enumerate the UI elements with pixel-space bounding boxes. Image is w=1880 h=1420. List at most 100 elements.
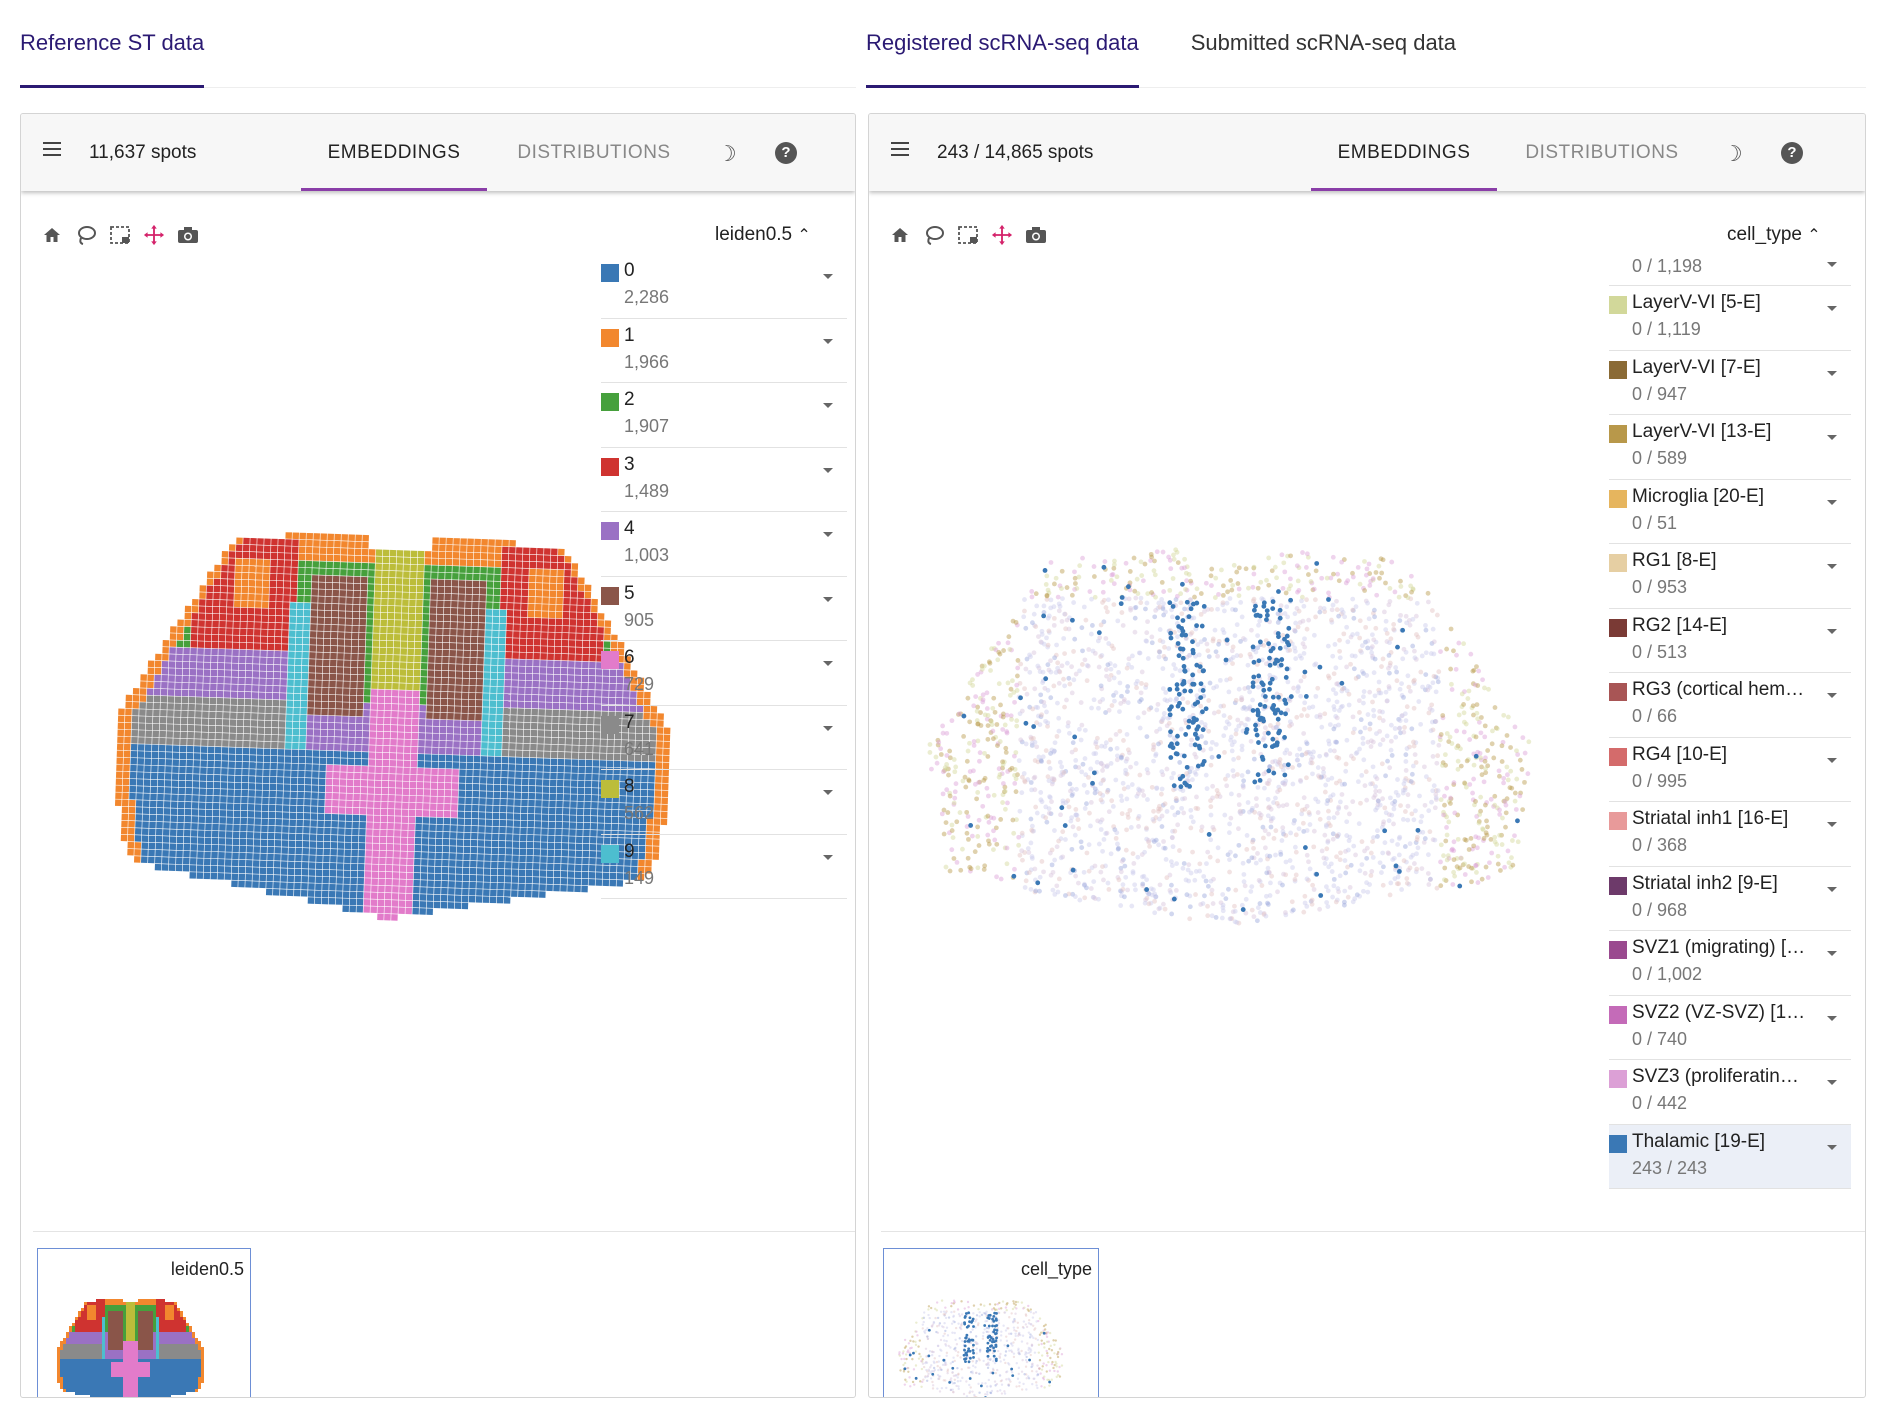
legend-item[interactable]: 6 729 bbox=[601, 641, 847, 706]
spot bbox=[189, 1371, 192, 1374]
spot bbox=[437, 579, 445, 587]
legend-item[interactable]: 2 1,907 bbox=[601, 383, 847, 448]
spot bbox=[500, 798, 507, 806]
caret-down-icon[interactable] bbox=[823, 725, 833, 731]
spot bbox=[396, 571, 403, 578]
spot bbox=[189, 675, 196, 683]
legend-item[interactable]: 1 1,966 bbox=[601, 319, 847, 383]
spot bbox=[147, 1353, 150, 1356]
spot bbox=[405, 900, 413, 908]
spot bbox=[443, 614, 451, 622]
caret-down-icon[interactable] bbox=[823, 338, 833, 344]
spot bbox=[162, 639, 170, 647]
legend-item[interactable]: 5 905 bbox=[601, 577, 847, 641]
legend-item[interactable]: 4 1,003 bbox=[601, 512, 847, 577]
legend-item[interactable]: 8 562 bbox=[601, 770, 847, 835]
spatial-scatter-plot[interactable] bbox=[91, 474, 811, 1074]
legend-item[interactable]: 0 2,286 bbox=[601, 254, 847, 319]
spot bbox=[141, 1389, 144, 1392]
spot bbox=[479, 588, 487, 595]
lasso-icon[interactable] bbox=[75, 224, 97, 246]
menu-icon[interactable] bbox=[43, 142, 61, 156]
caret-down-icon[interactable] bbox=[823, 467, 833, 473]
legend-item[interactable]: 7 641 bbox=[601, 706, 847, 770]
spot bbox=[60, 1365, 63, 1368]
spot bbox=[197, 837, 205, 844]
caret-down-icon[interactable] bbox=[823, 403, 833, 408]
spot bbox=[108, 1299, 111, 1302]
spot bbox=[434, 873, 442, 881]
spot bbox=[334, 723, 342, 730]
spot bbox=[129, 1362, 132, 1365]
spot bbox=[195, 1374, 198, 1377]
spot bbox=[582, 843, 590, 851]
spot bbox=[357, 877, 365, 885]
legend-item[interactable]: 9 149 bbox=[601, 835, 847, 899]
legend-item[interactable]: 3 1,489 bbox=[601, 448, 847, 512]
embedding-thumbnail[interactable]: leiden0.5 bbox=[37, 1248, 251, 1397]
tab-reference-st-data[interactable]: Reference ST data bbox=[20, 0, 205, 88]
camera-icon[interactable] bbox=[177, 224, 199, 246]
spot bbox=[465, 601, 472, 609]
spot bbox=[604, 634, 611, 642]
spot bbox=[60, 1359, 63, 1362]
moon-icon[interactable]: ☽ bbox=[717, 141, 737, 166]
spot bbox=[150, 1305, 153, 1308]
spot bbox=[351, 646, 359, 654]
spot bbox=[342, 702, 350, 709]
legend-title[interactable]: leiden0.5 ⌃ bbox=[715, 224, 811, 246]
spot bbox=[409, 781, 417, 789]
spot bbox=[239, 845, 247, 853]
spot bbox=[78, 1311, 81, 1314]
spot bbox=[363, 703, 371, 710]
spot bbox=[241, 572, 249, 580]
caret-down-icon[interactable] bbox=[823, 532, 833, 537]
spot bbox=[272, 692, 280, 700]
spot bbox=[381, 591, 389, 599]
tab-registered-scrna-seq[interactable]: Registered scRNA-seq data bbox=[866, 0, 1139, 88]
spot bbox=[87, 1365, 90, 1368]
spot bbox=[111, 1377, 114, 1380]
spot bbox=[261, 601, 269, 609]
caret-down-icon[interactable] bbox=[823, 274, 833, 279]
tab-embeddings[interactable]: EMBEDDINGS bbox=[301, 114, 487, 191]
spot bbox=[326, 547, 334, 555]
spot bbox=[310, 603, 318, 610]
spot bbox=[594, 704, 602, 711]
spot bbox=[243, 719, 251, 727]
spot bbox=[261, 622, 268, 630]
spot bbox=[118, 708, 125, 716]
spot bbox=[496, 714, 503, 722]
caret-down-icon[interactable] bbox=[823, 661, 833, 666]
pan-icon[interactable] bbox=[143, 224, 165, 246]
tab-submitted-scrna-seq[interactable]: Submitted scRNA-seq data bbox=[1190, 30, 1457, 55]
spot bbox=[292, 742, 299, 750]
spot bbox=[335, 702, 343, 709]
caret-down-icon[interactable] bbox=[823, 596, 833, 602]
spot bbox=[346, 590, 354, 597]
spot bbox=[93, 1326, 96, 1329]
spot bbox=[114, 1329, 117, 1332]
spot bbox=[281, 637, 289, 644]
spot bbox=[120, 1302, 123, 1305]
spot bbox=[323, 848, 331, 856]
spot bbox=[420, 873, 428, 880]
spot bbox=[213, 578, 221, 586]
spot bbox=[541, 611, 549, 618]
legend-item-label: 6 bbox=[624, 647, 635, 668]
spot bbox=[511, 876, 519, 883]
spot bbox=[297, 784, 305, 792]
spot bbox=[203, 683, 210, 691]
spot bbox=[84, 1335, 87, 1338]
caret-down-icon[interactable] bbox=[823, 854, 833, 860]
tab-distributions[interactable]: DISTRIBUTIONS bbox=[517, 141, 671, 163]
spot bbox=[291, 546, 299, 554]
caret-down-icon[interactable] bbox=[823, 790, 833, 795]
spot bbox=[191, 619, 198, 627]
help-icon[interactable]: ? bbox=[775, 142, 797, 164]
spot bbox=[102, 1329, 105, 1332]
spot bbox=[353, 800, 360, 808]
box-select-icon[interactable] bbox=[109, 224, 131, 246]
spot bbox=[379, 640, 387, 648]
home-icon[interactable] bbox=[41, 224, 63, 246]
